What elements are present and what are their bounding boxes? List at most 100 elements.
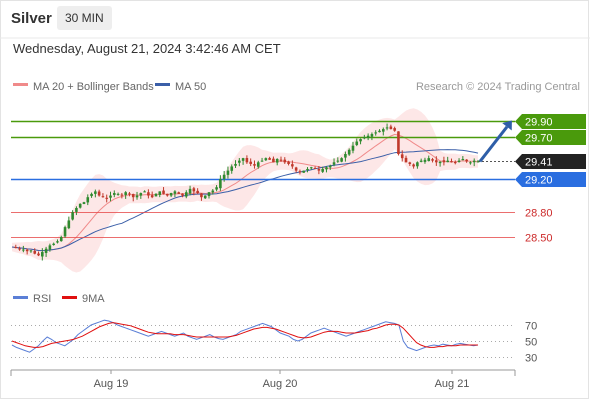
candle-body [272, 158, 275, 163]
timeframe-badge[interactable]: 30 MIN [57, 6, 112, 30]
candle [184, 190, 188, 199]
candle-body [385, 127, 389, 129]
candle [211, 188, 215, 195]
candle-body [25, 249, 29, 252]
candle-body [67, 220, 71, 229]
candle-body [245, 158, 249, 163]
candle-body [317, 169, 321, 171]
candle [283, 157, 287, 164]
projection-arrow-head [502, 120, 512, 131]
candle [41, 248, 44, 261]
candle [22, 245, 25, 253]
candle-body [241, 158, 245, 161]
candle-body [78, 203, 82, 208]
rsi-legend-label: RSI [33, 293, 51, 305]
candle-body [150, 195, 154, 198]
candle [82, 201, 86, 205]
candle [162, 187, 165, 195]
candle-body [56, 241, 59, 243]
candle-body [313, 167, 317, 169]
candle [438, 161, 442, 167]
candle [25, 248, 29, 255]
candle-body [226, 170, 230, 175]
candle [112, 190, 116, 198]
candle [268, 156, 271, 160]
level-29-20-tag: 29.20 [515, 172, 586, 187]
candle-body [120, 194, 124, 196]
candle-body [181, 193, 184, 196]
candle [219, 175, 222, 191]
candle [332, 158, 336, 167]
moving-averages [11, 133, 479, 252]
candle-body [328, 165, 332, 168]
candle-body [442, 160, 446, 163]
candle [226, 166, 230, 179]
candle [192, 186, 196, 196]
candle [340, 157, 343, 163]
candle [287, 160, 290, 166]
candle-body [279, 159, 283, 161]
candle [397, 131, 400, 156]
candle-body [71, 212, 74, 220]
candle-body [177, 192, 180, 194]
candle [374, 130, 378, 136]
rsi-line [11, 319, 479, 353]
candle [215, 185, 218, 192]
candle-body [192, 188, 196, 192]
candle-body [238, 160, 241, 163]
candle-body [381, 129, 385, 132]
candle-body [52, 243, 55, 245]
candle [97, 189, 101, 197]
candle [245, 155, 249, 164]
candle [63, 225, 67, 238]
level-28-50-label: 28.50 [525, 233, 553, 245]
candle [143, 190, 146, 193]
candle-body [234, 163, 237, 166]
candle-body [154, 193, 158, 197]
candle-body [75, 208, 78, 212]
candle [366, 133, 370, 141]
candle-body [14, 247, 18, 249]
candle-body [378, 130, 381, 133]
candle [275, 158, 279, 166]
candle [249, 158, 252, 167]
level-29-41-label: 29.41 [525, 157, 553, 169]
ma20-legend-label: MA 20 + Bollinger Bands [33, 81, 154, 93]
candle [442, 156, 446, 166]
projection-arrow-shaft [478, 125, 509, 163]
candle-body [435, 160, 438, 163]
candle-body [416, 162, 419, 167]
candle-body [173, 191, 177, 194]
candle-body [294, 167, 298, 171]
candle [344, 151, 347, 162]
candle-body [397, 131, 400, 154]
candle-body [256, 162, 260, 167]
candle [56, 239, 59, 244]
candle-body [222, 174, 226, 179]
candle [139, 192, 143, 199]
candle-body [131, 194, 135, 198]
candle [321, 166, 324, 173]
candle-body [203, 195, 207, 199]
candle-body [101, 196, 105, 198]
candle [101, 193, 105, 198]
candle [416, 161, 419, 169]
ma50-legend-label: MA 50 [175, 81, 206, 93]
candle [317, 166, 321, 175]
candle [78, 203, 82, 209]
candle-body [374, 132, 378, 134]
candle [14, 244, 18, 249]
candle [423, 157, 427, 164]
candle-body [215, 187, 218, 190]
candle-body [351, 145, 355, 151]
candle-body [112, 193, 116, 195]
candle [291, 160, 294, 169]
candles [14, 123, 480, 261]
timestamp: Wednesday, August 21, 2024 3:42:46 AM CE… [13, 41, 281, 56]
candle [169, 192, 173, 198]
candle-body [59, 237, 63, 242]
candle-body [469, 162, 472, 164]
candle [260, 157, 264, 162]
candle [381, 127, 385, 136]
candle-body [427, 158, 431, 162]
